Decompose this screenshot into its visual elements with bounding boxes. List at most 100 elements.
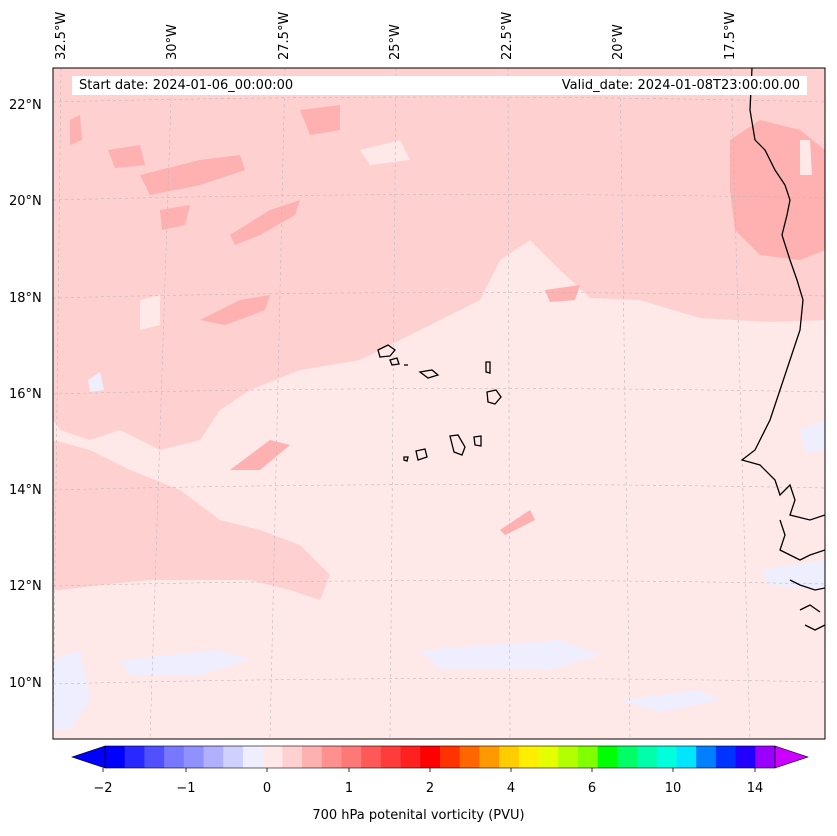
- start-date-label: Start date: 2024-01-06_00:00:00: [79, 78, 294, 93]
- pv-contour-blue-1: [53, 650, 90, 730]
- colorbar-segment: [577, 746, 599, 768]
- island-santo-antao: [377, 344, 396, 358]
- colorbar-segment: [282, 746, 303, 768]
- pv-contour-light-north: [53, 68, 825, 450]
- graticule: [53, 68, 825, 739]
- pv-contour-light-southwest: [53, 440, 330, 600]
- pv-field: [53, 68, 825, 739]
- lon-label-20w: 20°W: [611, 24, 626, 60]
- colorbar-frame: [104, 745, 776, 769]
- pv-contour-medium-4: [300, 105, 340, 135]
- colorbar-segment: [479, 746, 500, 768]
- colorbar-segment: [735, 746, 756, 768]
- colorbar-segment: [105, 746, 126, 768]
- colorbar: [71, 745, 809, 772]
- colorbar-tick-neg2: −2: [93, 781, 113, 796]
- colorbar-segment: [321, 746, 342, 768]
- pv-contour-pale-2: [140, 295, 160, 330]
- lon-label-32-5w: 32.5°W: [54, 11, 69, 60]
- pv-contour-medium-9: [730, 120, 825, 260]
- pv-contour-medium-1: [140, 155, 245, 195]
- colorbar-segment: [459, 746, 480, 768]
- date-banner: [72, 76, 807, 95]
- colorbar-segment: [518, 746, 540, 768]
- pv-contour-medium-10: [230, 440, 290, 470]
- lat-label-10n: 10°N: [9, 676, 42, 691]
- colorbar-segment: [696, 746, 717, 768]
- colorbar-segment: [144, 746, 165, 768]
- island-sao-nicolau: [418, 369, 440, 379]
- colorbar-tick-4: 4: [506, 781, 516, 796]
- colorbar-tick-10: 10: [664, 781, 682, 796]
- pv-contour-medium-8: [545, 285, 580, 302]
- lat-label-22n: 22°N: [9, 98, 42, 113]
- colorbar-segment: [164, 746, 185, 768]
- coastline: [377, 68, 825, 631]
- colorbar-segment: [341, 746, 362, 768]
- colorbar-segment: [420, 746, 441, 768]
- colorbar-tick-6: 6: [587, 781, 597, 796]
- colorbar-over-extend: [774, 745, 809, 769]
- lon-label-25w: 25°W: [388, 24, 403, 60]
- lon-label-30w: 30°W: [165, 24, 180, 60]
- pv-contour-medium-6: [160, 205, 190, 230]
- lon-label-17-5w: 17.5°W: [723, 11, 738, 60]
- lon-label-27-5w: 27.5°W: [277, 11, 292, 60]
- colorbar-segment: [380, 746, 402, 768]
- colorbar-segment: [302, 746, 323, 768]
- island-boa-vista: [486, 389, 502, 405]
- pv-contour-pale-1: [360, 140, 410, 165]
- colorbar-segment: [183, 746, 205, 768]
- colorbar-segment: [440, 746, 461, 768]
- map-frame: [52, 67, 826, 740]
- colorbar-segment: [538, 746, 559, 768]
- colorbar-segment: [755, 746, 776, 768]
- colorbar-segment: [223, 746, 244, 768]
- colorbar-under-extend: [71, 745, 106, 769]
- colorbar-segment: [262, 746, 283, 768]
- colorbar-tick-2: 2: [425, 781, 435, 796]
- pv-contour-blue-6: [88, 372, 104, 392]
- colorbar-segment: [499, 746, 520, 768]
- colorbar-segment: [597, 746, 618, 768]
- colorbar-segment: [558, 746, 579, 768]
- lat-label-20n: 20°N: [9, 194, 42, 209]
- island-fogo: [415, 448, 428, 461]
- pv-contour-blue-4: [620, 690, 720, 712]
- pv-contour-medium-3: [200, 295, 270, 325]
- colorbar-tick-neg1: −1: [176, 781, 196, 796]
- colorbar-segment: [656, 746, 677, 768]
- island-santiago: [449, 434, 466, 456]
- colorbar-segment: [124, 746, 145, 768]
- colorbar-segment: [637, 746, 658, 768]
- lat-label-12n: 12°N: [9, 579, 42, 594]
- pv-contour-medium-11: [500, 510, 535, 535]
- africa-coastline: [740, 68, 825, 631]
- pv-contour-medium-7: [70, 115, 82, 145]
- colorbar-segment: [361, 746, 382, 768]
- valid-date-label: Valid_date: 2024-01-08T23:00:00.00: [561, 78, 800, 93]
- island-brava: [403, 456, 409, 462]
- colorbar-segment: [715, 746, 737, 768]
- pv-contour-medium-5: [108, 145, 145, 168]
- colorbar-tick-1: 1: [344, 781, 354, 796]
- lat-label-14n: 14°N: [9, 483, 42, 498]
- pv-contour-blue-7: [800, 420, 825, 452]
- island-maio: [473, 435, 482, 447]
- colorbar-tick-14: 14: [746, 781, 764, 796]
- lat-label-18n: 18°N: [9, 291, 42, 306]
- pv-contour-pale-3: [800, 140, 812, 175]
- island-sao-vicente: [389, 357, 400, 366]
- colorbar-segment: [242, 746, 264, 768]
- colorbar-title: 700 hPa potenital vorticity (PVU): [312, 808, 525, 823]
- colorbar-segment: [617, 746, 638, 768]
- island-sal: [485, 361, 491, 374]
- lon-label-22-5w: 22.5°W: [500, 11, 515, 60]
- colorbar-segment: [676, 746, 697, 768]
- pv-contour-blue-3: [420, 640, 600, 670]
- colorbar-segment: [400, 746, 421, 768]
- lat-label-16n: 16°N: [9, 387, 42, 402]
- pv-contour-blue-5: [760, 560, 825, 590]
- colorbar-segment: [203, 746, 224, 768]
